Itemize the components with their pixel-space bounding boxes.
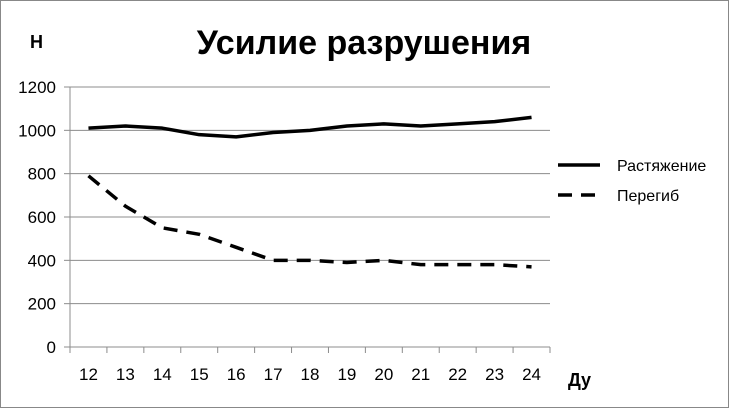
y-tick-label: 400 bbox=[28, 251, 56, 270]
y-tick-label: 600 bbox=[28, 208, 56, 227]
x-tick-label: 23 bbox=[485, 365, 504, 384]
x-axis-label: Ду bbox=[568, 370, 591, 390]
y-tick-label: 200 bbox=[28, 295, 56, 314]
x-tick-label: 20 bbox=[374, 365, 393, 384]
legend-label-1: Растяжение bbox=[617, 158, 706, 175]
legend: Растяжение Перегиб bbox=[558, 158, 706, 205]
y-tick-labels: 0 200 400 600 800 1000 1200 bbox=[18, 78, 56, 357]
x-tick-labels: 12 13 14 15 16 17 18 19 20 21 22 23 24 bbox=[79, 365, 541, 384]
x-tick-label: 22 bbox=[448, 365, 467, 384]
chart-title: Усилие разрушения bbox=[197, 24, 531, 62]
series-line-2 bbox=[87, 174, 532, 269]
x-tick-label: 18 bbox=[301, 365, 320, 384]
series-line-1 bbox=[88, 115, 532, 139]
x-tick-label: 21 bbox=[411, 365, 430, 384]
x-tick-label: 24 bbox=[522, 365, 541, 384]
y-axis-label: Н bbox=[30, 32, 43, 52]
x-tick-label: 13 bbox=[116, 365, 135, 384]
x-tick-label: 16 bbox=[227, 365, 246, 384]
x-tick-label: 15 bbox=[190, 365, 209, 384]
x-tick-label: 14 bbox=[153, 365, 172, 384]
legend-label-2: Перегиб bbox=[617, 188, 679, 205]
y-tick-label: 1200 bbox=[18, 78, 56, 97]
y-tick-label: 800 bbox=[28, 165, 56, 184]
y-tick-label: 0 bbox=[47, 338, 56, 357]
y-tick-label: 1000 bbox=[18, 121, 56, 140]
x-tick-label: 12 bbox=[79, 365, 98, 384]
series-lines bbox=[87, 115, 532, 269]
axes bbox=[69, 87, 551, 353]
x-tick-label: 19 bbox=[337, 365, 356, 384]
x-tick-label: 17 bbox=[264, 365, 283, 384]
